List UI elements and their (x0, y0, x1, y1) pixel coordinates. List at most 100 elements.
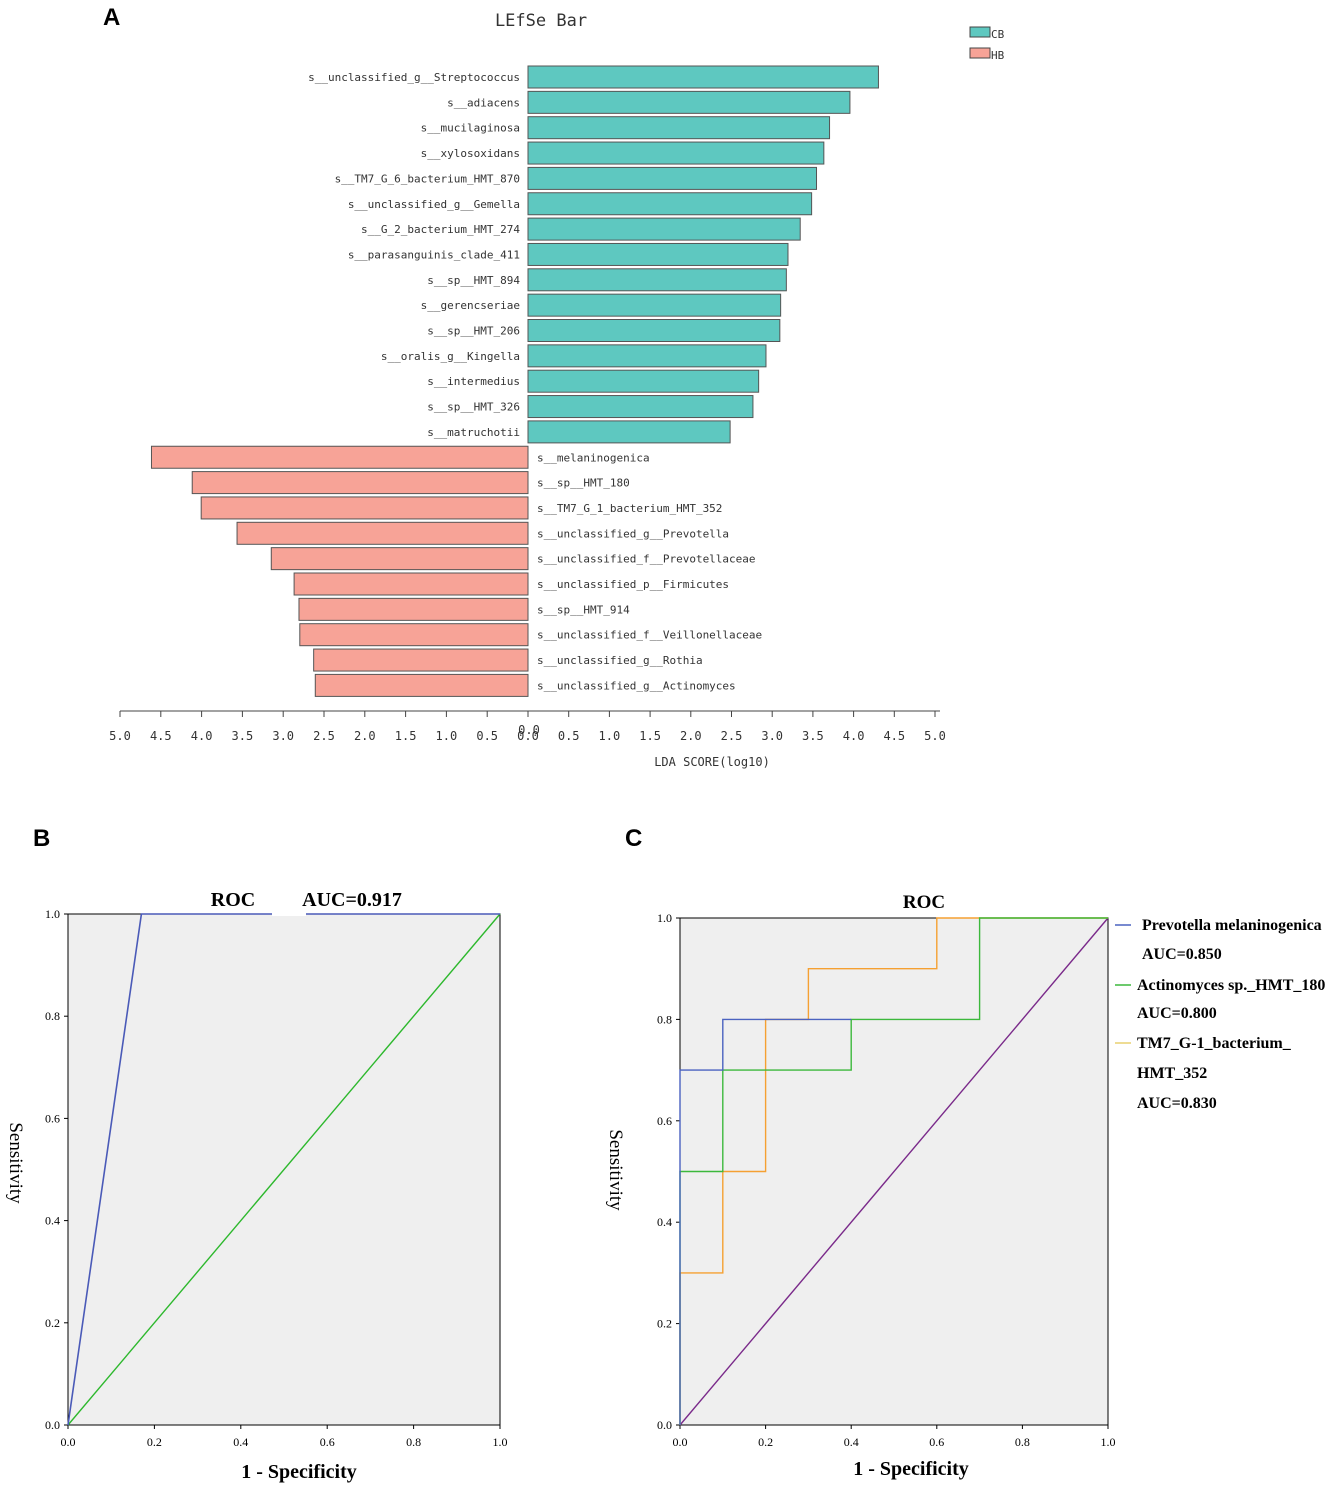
bar-label-s-sp-hmt-914: s__sp__HMT_914 (537, 603, 630, 616)
bar-s-melaninogenica (151, 446, 528, 468)
x-tick-label: 0.6 (320, 1435, 335, 1449)
bar-label-s-matruchotii: s__matruchotii (427, 426, 520, 439)
bar-s-sp-hmt-914 (299, 598, 528, 620)
legend-actinomyces-auc: AUC=0.800 (1137, 1005, 1217, 1022)
y-tick-label: 0.2 (45, 1316, 60, 1330)
y-tick-label: 0.0 (657, 1418, 672, 1432)
x-tick-label: 0.6 (929, 1435, 944, 1449)
lefse-tick-label-left: 3.5 (232, 729, 254, 743)
panel-a-label: A (103, 4, 120, 31)
bar-s-parasanguinis-clade-411 (528, 243, 788, 265)
bar-label-s-intermedius: s__intermedius (427, 375, 520, 388)
bar-s-unclassified-g-rothia (314, 649, 528, 671)
bar-label-s-sp-hmt-326: s__sp__HMT_326 (427, 401, 520, 414)
bar-s-oralis-g-kingella (528, 345, 766, 367)
lefse-tick-label-left: 1.0 (436, 729, 458, 743)
bar-s-sp-hmt-206 (528, 320, 780, 342)
panel-b: B 0.0 0.2 0.4 0.6 0.8 1.0 0.0 0.2 0.4 0.6 0.8 1.0 R… (5, 825, 508, 1483)
legend-tm7-auc: AUC=0.830 (1137, 1095, 1217, 1112)
bar-label-s-unclassified-g-streptococcus: s__unclassified_g__Streptococcus (308, 71, 520, 84)
legend-tm7-name-2: HMT_352 (1137, 1065, 1207, 1082)
bar-label-s-sp-hmt-180: s__sp__HMT_180 (537, 477, 630, 490)
legend-prevotella-auc: AUC=0.850 (1142, 946, 1222, 963)
bar-s-unclassified-g-streptococcus (528, 66, 878, 88)
panel-c-label: C (625, 825, 642, 852)
roc-b-title: ROC (211, 889, 255, 911)
x-tick-label: 0.2 (147, 1435, 162, 1449)
roc-b-title-gap (272, 908, 306, 916)
bar-s-unclassified-g-actinomyces (315, 674, 528, 696)
x-tick-label: 0.8 (1015, 1435, 1030, 1449)
lefse-tick-label-left: 2.5 (313, 729, 335, 743)
lefse-tick-label-right: 5.0 (924, 729, 946, 743)
y-tick-label: 0.4 (45, 1214, 60, 1228)
figure: A LEfSe Bar CB HB s__unclassified_g__Str… (0, 0, 1342, 1485)
bar-label-s-adiacens: s__adiacens (447, 96, 520, 109)
lefse-tick-label-right: 2.0 (680, 729, 702, 743)
lefse-tick-label-right: 3.0 (761, 729, 783, 743)
y-tick-label: 0.2 (657, 1317, 672, 1331)
y-tick-label: 0.0 (45, 1418, 60, 1432)
x-tick-label: 0.4 (233, 1435, 248, 1449)
roc-b-y-label: Sensitivity (5, 1122, 26, 1204)
lefse-tick-label-right: 2.5 (721, 729, 743, 743)
lefse-tick-label-right: 3.5 (802, 729, 824, 743)
roc-b-x-label: 1 - Specificity (241, 1461, 357, 1483)
bar-s-sp-hmt-180 (192, 472, 528, 494)
bar-s-unclassified-f-prevotellaceae (271, 548, 528, 570)
x-tick-label: 0.0 (61, 1435, 76, 1449)
bar-label-s-unclassified-g-rothia: s__unclassified_g__Rothia (537, 654, 703, 667)
bar-label-s-unclassified-g-actinomyces: s__unclassified_g__Actinomyces (537, 679, 736, 692)
legend-cb-swatch (970, 27, 990, 37)
y-tick-label: 0.4 (657, 1215, 672, 1229)
bar-s-g-2-bacterium-hmt-274 (528, 218, 800, 240)
legend-hb-swatch (970, 48, 990, 58)
bar-label-s-sp-hmt-894: s__sp__HMT_894 (427, 274, 520, 287)
panel-b-label: B (33, 825, 50, 852)
lefse-tick-label-left: 0.5 (476, 729, 498, 743)
bar-s-intermedius (528, 370, 759, 392)
x-tick-label: 0.8 (406, 1435, 421, 1449)
lefse-title: LEfSe Bar (495, 11, 587, 31)
bar-label-s-parasanguinis-clade-411: s__parasanguinis_clade_411 (348, 248, 520, 261)
x-tick-label: 1.0 (493, 1435, 508, 1449)
bar-s-gerencseriae (528, 294, 781, 316)
bar-label-s-tm7-g-1-bacterium-hmt-352: s__TM7_G_1_bacterium_HMT_352 (537, 502, 722, 515)
bar-label-s-melaninogenica: s__melaninogenica (537, 451, 650, 464)
lefse-tick-label-left: 0.0 (517, 729, 539, 743)
y-tick-label: 0.6 (45, 1111, 60, 1125)
legend-cb-label: CB (991, 28, 1005, 41)
x-tick-label: 0.4 (844, 1435, 859, 1449)
lefse-tick-label-right: 1.0 (599, 729, 621, 743)
lefse-tick-label-left: 5.0 (109, 729, 131, 743)
bar-label-s-unclassified-g-prevotella: s__unclassified_g__Prevotella (537, 527, 729, 540)
bar-s-unclassified-p-firmicutes (294, 573, 528, 595)
y-tick-label: 0.8 (657, 1012, 672, 1026)
bar-label-s-xylosoxidans: s__xylosoxidans (421, 147, 520, 160)
lefse-tick-label-right: 0.5 (558, 729, 580, 743)
legend-hb-label: HB (991, 49, 1005, 62)
lefse-bars: s__unclassified_g__Streptococcus s__adiac… (151, 66, 878, 696)
x-tick-label: 1.0 (1101, 1435, 1116, 1449)
lefse-legend: CB HB (970, 27, 1005, 62)
lefse-tick-label-right: 4.5 (883, 729, 905, 743)
panel-a: A LEfSe Bar CB HB s__unclassified_g__Str… (103, 4, 1005, 769)
bar-s-sp-hmt-326 (528, 396, 753, 418)
bar-s-unclassified-g-gemella (528, 193, 812, 215)
roc-c-x-label: 1 - Specificity (853, 1458, 969, 1480)
bar-s-adiacens (528, 91, 850, 113)
legend-prevotella-name: Prevotella melaninogenica (1142, 917, 1322, 934)
bar-label-s-mucilaginosa: s__mucilaginosa (421, 122, 520, 135)
bar-s-unclassified-f-veillonellaceae (300, 624, 528, 646)
bar-s-unclassified-g-prevotella (237, 522, 528, 544)
roc-c-y-label: Sensitivity (605, 1129, 626, 1211)
bar-label-s-unclassified-f-veillonellaceae: s__unclassified_f__Veillonellaceae (537, 629, 762, 642)
legend-tm7-name: TM7_G-1_bacterium_ (1137, 1035, 1292, 1052)
bar-s-tm7-g-1-bacterium-hmt-352 (201, 497, 528, 519)
bar-label-s-sp-hmt-206: s__sp__HMT_206 (427, 325, 520, 338)
lefse-tick-label-right: 1.5 (639, 729, 661, 743)
bar-label-s-unclassified-p-firmicutes: s__unclassified_p__Firmicutes (537, 578, 729, 591)
bar-label-s-gerencseriae: s__gerencseriae (421, 299, 520, 312)
lefse-tick-label-left: 2.0 (354, 729, 376, 743)
lefse-tick-label-right: 4.0 (843, 729, 865, 743)
